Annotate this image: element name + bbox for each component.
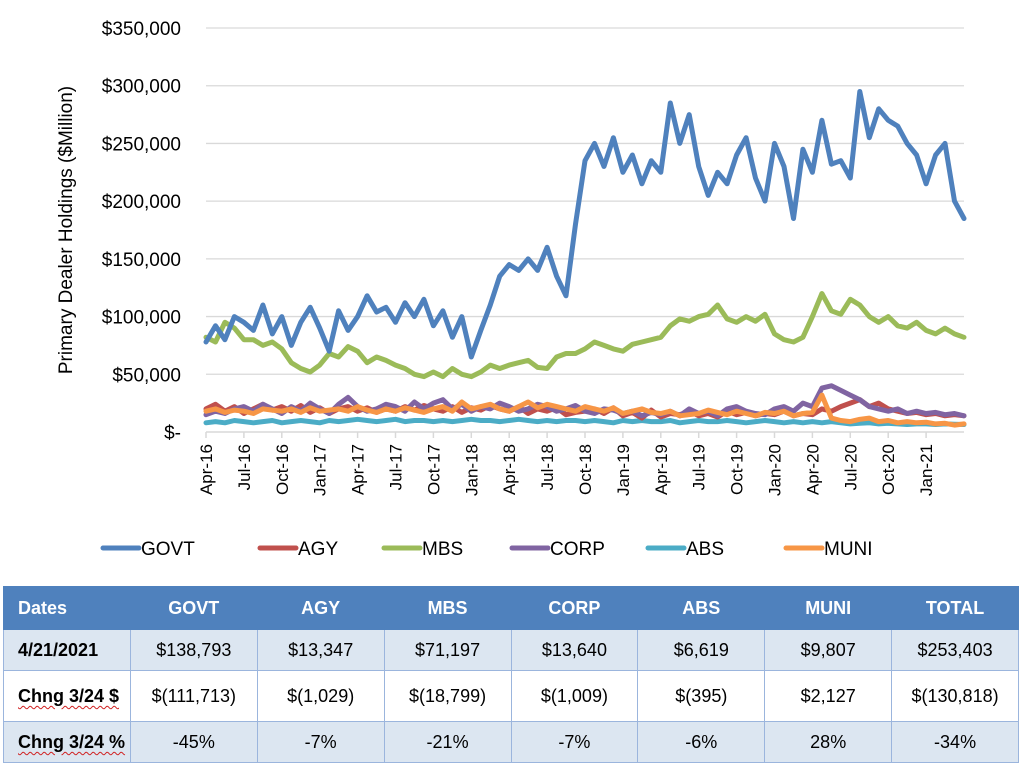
cell-corp: $13,640 <box>510 629 639 671</box>
x-tick-label: Jul-16 <box>235 444 254 490</box>
x-tick-label: Jan-19 <box>614 444 633 496</box>
summary-table: Dates GOVT AGY MBS CORP ABS MUNI TOTAL 4… <box>3 586 1019 763</box>
cell-mbs: -21% <box>383 721 512 763</box>
cell-muni: $9,807 <box>764 629 893 671</box>
y-tick-label: $- <box>164 423 181 444</box>
x-tick-label: Jul-20 <box>841 444 860 490</box>
x-tick-label: Apr-17 <box>349 444 368 495</box>
col-header-dates: Dates <box>3 586 131 630</box>
legend-item-mbs: MBS <box>381 539 463 560</box>
legend-item-govt: GOVT <box>100 539 195 560</box>
x-tick-label: Jul-19 <box>690 444 709 490</box>
legend-label: CORP <box>550 539 605 560</box>
y-tick-label: $50,000 <box>112 365 181 386</box>
y-tick-label: $100,000 <box>102 308 181 329</box>
y-tick-label: $250,000 <box>102 134 181 155</box>
row-label: 4/21/2021 <box>3 629 131 671</box>
cell-abs: $(395) <box>637 670 766 722</box>
series-line-abs <box>203 416 967 427</box>
cell-govt: $(111,713) <box>129 670 258 722</box>
col-header-mbs: MBS <box>383 586 512 630</box>
table-row-change-dollars: Chng 3/24 $ $(111,713) $(1,029) $(18,799… <box>3 670 1019 722</box>
table-row-change-percent: Chng 3/24 % -45% -7% -21% -7% -6% 28% -3… <box>3 721 1019 763</box>
legend-item-abs: ABS <box>645 539 724 560</box>
col-header-muni: MUNI <box>764 586 893 630</box>
legend-label: ABS <box>686 539 724 560</box>
x-tick-label: Jan-17 <box>311 444 330 496</box>
x-tick-label: Jan-20 <box>766 444 785 496</box>
cell-mbs: $(18,799) <box>383 670 512 722</box>
legend-label: MBS <box>422 539 463 560</box>
x-tick-label: Oct-17 <box>424 444 443 495</box>
col-header-govt: GOVT <box>129 586 258 630</box>
cell-corp: $(1,009) <box>510 670 639 722</box>
cell-total: $(130,818) <box>891 670 1019 722</box>
y-tick-label: $300,000 <box>102 77 181 98</box>
x-tick-label: Oct-20 <box>879 444 898 495</box>
table-header-row: Dates GOVT AGY MBS CORP ABS MUNI TOTAL <box>3 586 1019 630</box>
x-tick-label: Apr-16 <box>197 444 216 495</box>
x-tick-label: Oct-18 <box>576 444 595 495</box>
cell-mbs: $71,197 <box>383 629 512 671</box>
x-tick-label: Jan-18 <box>462 444 481 496</box>
col-header-corp: CORP <box>510 586 639 630</box>
table-row-values: 4/21/2021 $138,793 $13,347 $71,197 $13,6… <box>3 629 1019 671</box>
cell-muni: $2,127 <box>764 670 893 722</box>
legend-item-muni: MUNI <box>783 539 873 560</box>
x-tick-label: Jan-21 <box>917 444 936 496</box>
col-header-agy: AGY <box>256 586 385 630</box>
y-axis-label: Primary Dealer Holdings ($Million) <box>56 86 77 374</box>
row-label-text: Chng 3/24 $ <box>18 686 120 706</box>
legend: GOVT AGY MBS CORP ABS MUNI <box>100 539 873 560</box>
series-line-muni <box>203 392 967 428</box>
series-lines <box>203 89 967 428</box>
series-line-mbs <box>203 291 967 380</box>
legend-item-corp: CORP <box>509 539 605 560</box>
legend-label: AGY <box>298 539 338 560</box>
cell-corp: -7% <box>510 721 639 763</box>
row-label-text: Chng 3/24 % <box>18 732 126 752</box>
cell-muni: 28% <box>764 721 893 763</box>
y-tick-label: $150,000 <box>102 250 181 271</box>
x-tick-label: Oct-16 <box>273 444 292 495</box>
x-tick-label: Jul-17 <box>387 444 406 490</box>
y-tick-label: $350,000 <box>102 19 181 40</box>
y-tick-label: $200,000 <box>102 192 181 213</box>
cell-agy: -7% <box>256 721 385 763</box>
cell-abs: $6,619 <box>637 629 766 671</box>
cell-abs: -6% <box>637 721 766 763</box>
x-tick-label: Jul-18 <box>538 444 557 490</box>
legend-item-agy: AGY <box>257 539 338 560</box>
legend-label: GOVT <box>141 539 195 560</box>
cell-agy: $13,347 <box>256 629 385 671</box>
cell-govt: -45% <box>129 721 258 763</box>
col-header-abs: ABS <box>637 586 766 630</box>
row-label: Chng 3/24 % <box>3 721 131 763</box>
holdings-line-chart: $- $50,000 $100,000 $150,000 $200,000 $250,00… <box>56 19 967 560</box>
series-line-govt <box>203 89 967 360</box>
cell-govt: $138,793 <box>129 629 258 671</box>
row-label: Chng 3/24 $ <box>3 670 131 722</box>
x-tick-label: Apr-18 <box>500 444 519 495</box>
gridlines <box>206 27 964 375</box>
x-axis: Apr-16 Jul-16 Oct-16 Jan-17 Apr-17 Jul-17 Oct-… <box>197 431 964 496</box>
cell-total: $253,403 <box>891 629 1019 671</box>
x-tick-label: Oct-19 <box>728 444 747 495</box>
legend-label: MUNI <box>824 539 873 560</box>
cell-agy: $(1,029) <box>256 670 385 722</box>
col-header-total: TOTAL <box>891 586 1019 630</box>
cell-total: -34% <box>891 721 1019 763</box>
x-tick-label: Apr-20 <box>803 444 822 495</box>
y-axis-ticks: $- $50,000 $100,000 $150,000 $200,000 $250,00… <box>102 19 181 444</box>
x-tick-label: Apr-19 <box>652 444 671 495</box>
